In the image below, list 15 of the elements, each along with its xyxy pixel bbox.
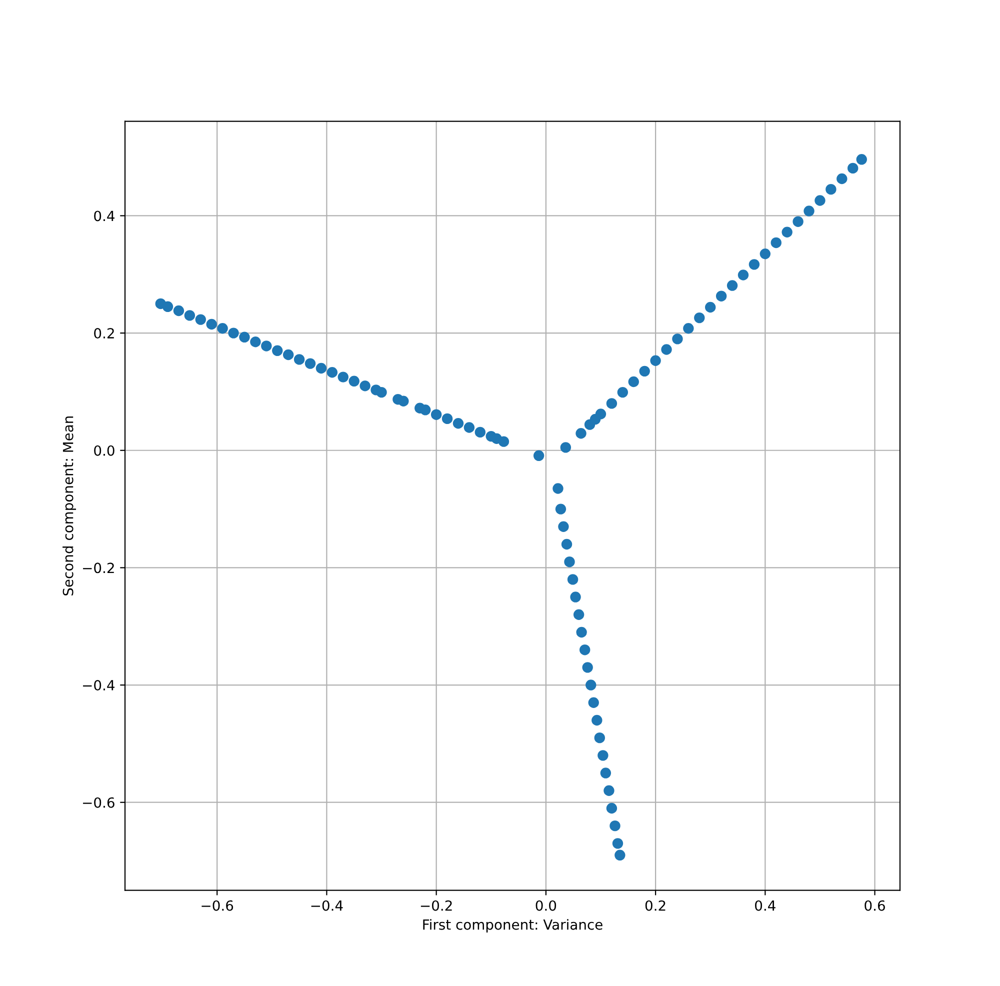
y-tick-label: −0.2 (83, 562, 114, 574)
y-tick-label: 0.0 (94, 445, 114, 456)
y-axis-title: Second component: Mean (62, 416, 76, 596)
y-tick-label: 0.4 (94, 210, 114, 222)
x-tick-label: 0.2 (645, 900, 666, 911)
x-tick-label: −0.4 (311, 900, 343, 911)
x-tick-label: 0.4 (755, 900, 776, 911)
y-tick-label: 0.2 (94, 328, 114, 339)
x-axis-title: First component: Variance (423, 919, 602, 933)
x-tick-label: −0.2 (420, 900, 452, 911)
y-tick-label: −0.4 (83, 680, 114, 691)
x-tick-label: 0.6 (864, 900, 885, 911)
x-tick-label: −0.6 (202, 900, 234, 911)
x-tick-label: 0.0 (536, 900, 556, 911)
y-tick-label: −0.6 (83, 797, 114, 808)
